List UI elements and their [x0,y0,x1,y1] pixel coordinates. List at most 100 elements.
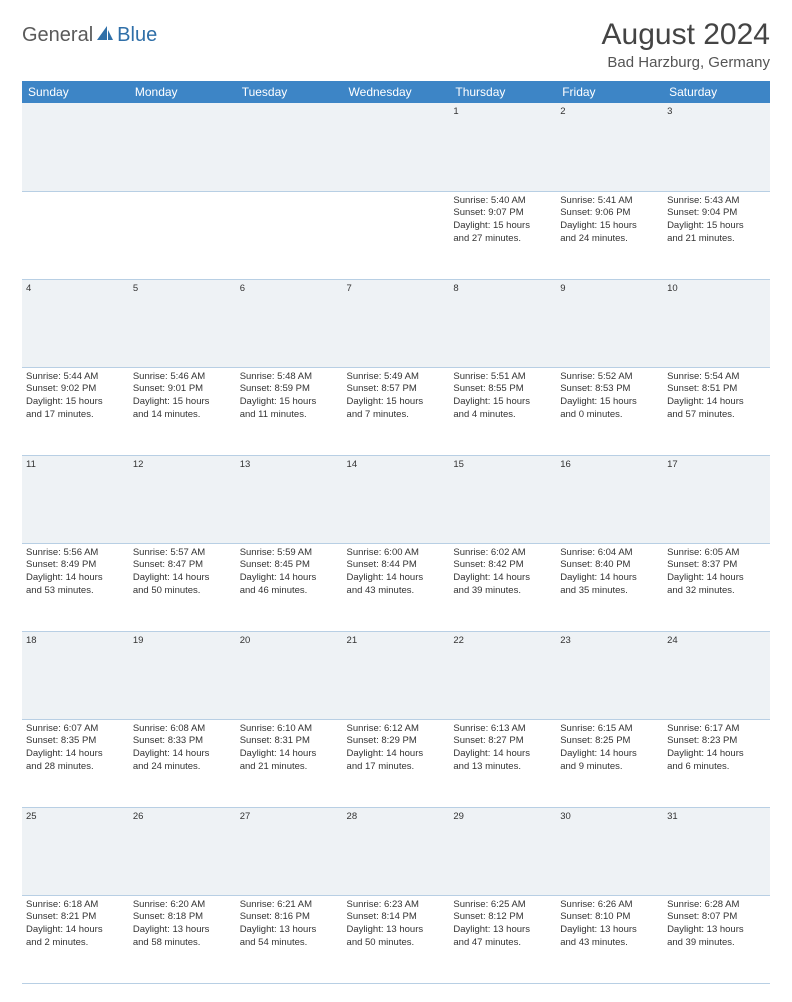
sunrise-label: Sunrise: 5:51 AM [453,371,552,383]
d2-label: and 39 minutes. [667,937,766,949]
location-label: Bad Harzburg, Germany [602,54,770,71]
sunrise-label: Sunrise: 5:48 AM [240,371,339,383]
d2-label: and 6 minutes. [667,761,766,773]
sunset-label: Sunset: 9:04 PM [667,207,766,219]
day-number [343,103,450,191]
weekday-header: Saturday [663,81,770,103]
sunset-label: Sunset: 8:45 PM [240,559,339,571]
sunrise-label: Sunrise: 6:15 AM [560,723,659,735]
d1-label: Daylight: 14 hours [133,572,232,584]
weekday-header: Wednesday [343,81,450,103]
d1-label: Daylight: 14 hours [667,572,766,584]
daynum-row: 18192021222324 [22,631,770,719]
d2-label: and 39 minutes. [453,585,552,597]
sunset-label: Sunset: 9:06 PM [560,207,659,219]
sunrise-label: Sunrise: 5:49 AM [347,371,446,383]
d1-label: Daylight: 14 hours [453,748,552,760]
day-number: 1 [449,103,556,191]
day-cell: Sunrise: 5:41 AMSunset: 9:06 PMDaylight:… [556,191,663,279]
calendar-table: Sunday Monday Tuesday Wednesday Thursday… [22,81,770,984]
d1-label: Daylight: 14 hours [667,748,766,760]
day-number [129,103,236,191]
day-cell: Sunrise: 6:08 AMSunset: 8:33 PMDaylight:… [129,719,236,807]
day-number: 19 [129,631,236,719]
day-cell: Sunrise: 6:21 AMSunset: 8:16 PMDaylight:… [236,895,343,983]
week-row: Sunrise: 6:18 AMSunset: 8:21 PMDaylight:… [22,895,770,983]
day-cell: Sunrise: 6:28 AMSunset: 8:07 PMDaylight:… [663,895,770,983]
weekday-header: Sunday [22,81,129,103]
sunrise-label: Sunrise: 6:13 AM [453,723,552,735]
d1-label: Daylight: 14 hours [26,748,125,760]
d2-label: and 21 minutes. [240,761,339,773]
d2-label: and 7 minutes. [347,409,446,421]
sunrise-label: Sunrise: 6:21 AM [240,899,339,911]
d2-label: and 53 minutes. [26,585,125,597]
weekday-header: Tuesday [236,81,343,103]
day-number: 28 [343,807,450,895]
d1-label: Daylight: 15 hours [347,396,446,408]
sunset-label: Sunset: 8:29 PM [347,735,446,747]
day-cell: Sunrise: 6:17 AMSunset: 8:23 PMDaylight:… [663,719,770,807]
d2-label: and 14 minutes. [133,409,232,421]
d1-label: Daylight: 14 hours [560,572,659,584]
day-number: 23 [556,631,663,719]
d2-label: and 28 minutes. [26,761,125,773]
brand-sail-icon [95,24,115,47]
sunrise-label: Sunrise: 5:44 AM [26,371,125,383]
day-cell [236,191,343,279]
day-number: 16 [556,455,663,543]
d1-label: Daylight: 15 hours [560,396,659,408]
sunrise-label: Sunrise: 5:56 AM [26,547,125,559]
day-cell: Sunrise: 5:49 AMSunset: 8:57 PMDaylight:… [343,367,450,455]
sunrise-label: Sunrise: 6:18 AM [26,899,125,911]
d2-label: and 46 minutes. [240,585,339,597]
d2-label: and 24 minutes. [560,233,659,245]
d1-label: Daylight: 15 hours [240,396,339,408]
d2-label: and 57 minutes. [667,409,766,421]
d2-label: and 43 minutes. [347,585,446,597]
calendar-page: General Blue August 2024 Bad Harzburg, G… [0,0,792,1002]
day-cell: Sunrise: 6:25 AMSunset: 8:12 PMDaylight:… [449,895,556,983]
sunset-label: Sunset: 8:10 PM [560,911,659,923]
brand-part1: General [22,24,93,47]
sunset-label: Sunset: 8:31 PM [240,735,339,747]
week-row: Sunrise: 5:40 AMSunset: 9:07 PMDaylight:… [22,191,770,279]
day-number: 30 [556,807,663,895]
sunrise-label: Sunrise: 6:00 AM [347,547,446,559]
sunset-label: Sunset: 8:25 PM [560,735,659,747]
d1-label: Daylight: 13 hours [560,924,659,936]
day-number: 12 [129,455,236,543]
sunrise-label: Sunrise: 6:12 AM [347,723,446,735]
d1-label: Daylight: 14 hours [667,396,766,408]
sunrise-label: Sunrise: 5:43 AM [667,195,766,207]
d2-label: and 17 minutes. [26,409,125,421]
day-number: 22 [449,631,556,719]
day-cell [22,191,129,279]
d2-label: and 21 minutes. [667,233,766,245]
day-number: 18 [22,631,129,719]
sunrise-label: Sunrise: 6:25 AM [453,899,552,911]
day-number: 7 [343,279,450,367]
d2-label: and 0 minutes. [560,409,659,421]
d1-label: Daylight: 14 hours [133,748,232,760]
d1-label: Daylight: 13 hours [453,924,552,936]
d1-label: Daylight: 15 hours [453,396,552,408]
d1-label: Daylight: 14 hours [26,924,125,936]
day-cell: Sunrise: 5:54 AMSunset: 8:51 PMDaylight:… [663,367,770,455]
day-cell: Sunrise: 6:07 AMSunset: 8:35 PMDaylight:… [22,719,129,807]
d1-label: Daylight: 13 hours [347,924,446,936]
daynum-row: 123 [22,103,770,191]
day-cell: Sunrise: 6:02 AMSunset: 8:42 PMDaylight:… [449,543,556,631]
sunrise-label: Sunrise: 6:26 AM [560,899,659,911]
d1-label: Daylight: 15 hours [560,220,659,232]
sunset-label: Sunset: 8:37 PM [667,559,766,571]
daynum-row: 11121314151617 [22,455,770,543]
sunset-label: Sunset: 8:33 PM [133,735,232,747]
sunset-label: Sunset: 9:07 PM [453,207,552,219]
sunrise-label: Sunrise: 5:46 AM [133,371,232,383]
d1-label: Daylight: 15 hours [453,220,552,232]
brand-part2: Blue [117,24,157,47]
d1-label: Daylight: 14 hours [453,572,552,584]
sunset-label: Sunset: 8:35 PM [26,735,125,747]
sunset-label: Sunset: 8:12 PM [453,911,552,923]
